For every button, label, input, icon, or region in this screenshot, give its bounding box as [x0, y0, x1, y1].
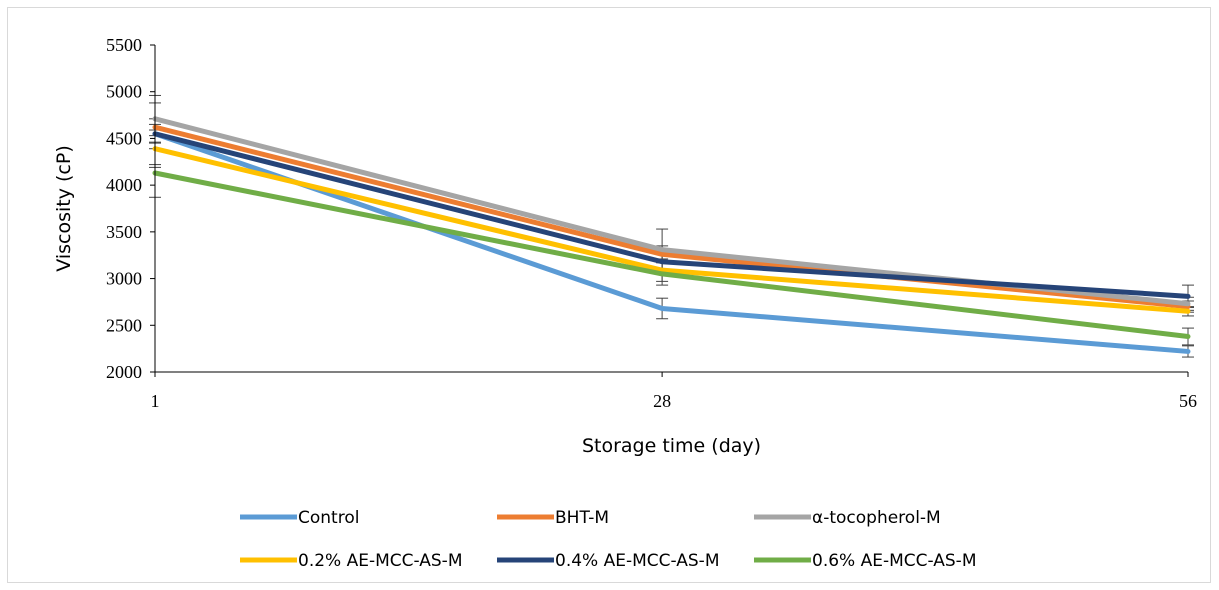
- legend-item: BHT-M: [497, 508, 609, 528]
- y-tick-labels: 2000 2500 3000 3500 4000 4500 5000 5500: [106, 35, 155, 382]
- x-axis-title: Storage time (day): [582, 435, 761, 457]
- y-tick-label: 3000: [106, 269, 142, 289]
- y-tick-label: 3500: [106, 222, 142, 242]
- y-tick-label: 4000: [106, 175, 142, 195]
- legend-item: Control: [240, 508, 359, 528]
- x-tick-label: 56: [1179, 391, 1197, 411]
- y-tick-label: 5500: [106, 35, 142, 55]
- series-lines: [152, 116, 1191, 354]
- legend-item: 0.4% AE-MCC-AS-M: [497, 551, 720, 571]
- y-tick-label: 2000: [106, 362, 142, 382]
- series-line: [152, 146, 1191, 314]
- legend-label: Control: [298, 508, 359, 528]
- y-tick-label: 2500: [106, 315, 142, 335]
- x-tick-label: 1: [151, 391, 160, 411]
- series-line: [152, 131, 1191, 299]
- x-tick-labels: 1 28 56: [151, 372, 1197, 411]
- legend-item: 0.2% AE-MCC-AS-M: [240, 551, 463, 571]
- series-line: [152, 131, 1191, 354]
- legend: Control BHT-M α-tocopherol-M 0.2% AE-MCC-AS…: [240, 508, 977, 571]
- x-tick-label: 28: [653, 391, 671, 411]
- y-tick-label: 4500: [106, 128, 142, 148]
- legend-label: 0.4% AE-MCC-AS-M: [555, 551, 720, 571]
- legend-label: BHT-M: [555, 508, 609, 528]
- legend-label: α-tocopherol-M: [812, 508, 941, 528]
- series-line: [152, 124, 1191, 310]
- y-axis-title: Viscosity (cP): [53, 145, 75, 271]
- legend-item: α-tocopherol-M: [754, 508, 941, 528]
- y-tick-label: 5000: [106, 82, 142, 102]
- legend-label: 0.6% AE-MCC-AS-M: [812, 551, 977, 571]
- legend-item: 0.6% AE-MCC-AS-M: [754, 551, 977, 571]
- series-line: [152, 170, 1191, 339]
- legend-label: 0.2% AE-MCC-AS-M: [298, 551, 463, 571]
